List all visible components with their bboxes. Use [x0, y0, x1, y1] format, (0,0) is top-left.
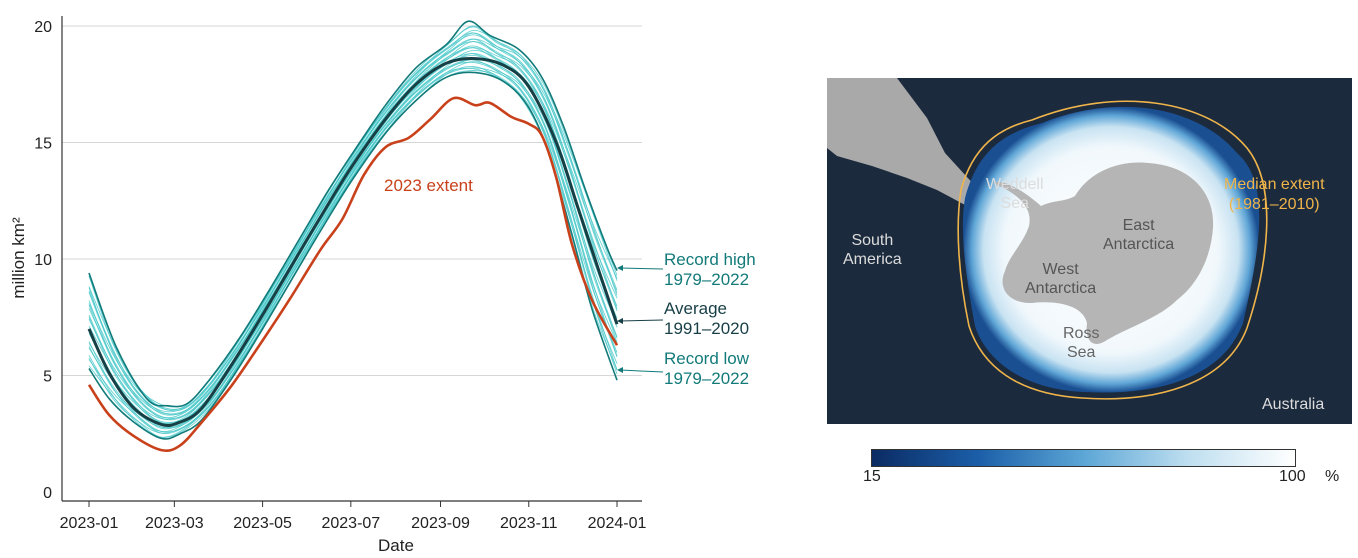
map-label-median-extent: Median extent (1981–2010): [1224, 176, 1325, 213]
label-2023-extent: 2023 extent: [384, 176, 473, 195]
median-extent-line: [957, 100, 1268, 400]
y-tick-label-0: 0: [43, 485, 52, 502]
x-tick-label-5: 2023-11: [500, 515, 558, 532]
series-record-high-line: [88, 20, 618, 408]
series-lines: [87, 20, 619, 452]
ensemble-year-line: [88, 32, 618, 416]
y-tick-label-4: 20: [34, 19, 52, 36]
x-tick-label-3: 2023-07: [321, 515, 380, 532]
svg-text:Record low: Record low: [664, 349, 750, 368]
map-label-east-antarctica: East Antarctica: [1103, 217, 1175, 253]
label-average: Average 1991–2020: [617, 299, 749, 338]
map-label-australia: Australia: [1262, 396, 1325, 413]
svg-text:Average: Average: [664, 299, 727, 318]
series-2023-extent-line: [87, 96, 619, 452]
gridlines: [62, 25, 642, 376]
south-america-landmass: [827, 78, 992, 208]
colorbar: [871, 449, 1296, 467]
ensemble-year-line: [88, 41, 618, 421]
ensemble-year-line: [88, 67, 618, 433]
antarctica-landmass: [993, 162, 1214, 344]
map-label-south-america: South America: [843, 232, 902, 268]
colorbar-min-label: 15: [863, 468, 881, 485]
x-axis-title: Date: [378, 536, 414, 555]
ensemble-year-line: [88, 29, 618, 412]
colorbar-max-label: 100: [1279, 468, 1306, 485]
colorbar-unit-label: %: [1325, 468, 1340, 485]
ensemble-year-line: [88, 59, 618, 433]
x-ticks: 2023-01 2023-03 2023-05 2023-07 2023-09 2023-…: [60, 501, 647, 532]
x-tick-label-1: 2023-03: [145, 515, 204, 532]
ensemble-year-line: [88, 67, 618, 434]
ensemble-year-line: [88, 52, 618, 430]
axes: [61, 16, 642, 502]
label-record-low: Record low 1979–2022: [617, 349, 750, 388]
ensemble-year-line: [88, 32, 618, 413]
ensemble-year-line: [88, 34, 618, 410]
antarctica-sea-ice-map: [827, 78, 1352, 424]
svg-text:Record high: Record high: [664, 250, 756, 269]
y-tick-label-1: 5: [43, 369, 52, 386]
sea-ice-extent-chart: 2023-01 2023-03 2023-05 2023-07 2023-09 2023-…: [9, 16, 756, 555]
svg-text:1991–2020: 1991–2020: [664, 319, 749, 338]
ensemble-year-line: [88, 58, 618, 429]
map-label-west-antarctica: West Antarctica: [1025, 261, 1097, 297]
y-ticks: 0 5 10 15 20: [34, 19, 52, 502]
map-label-ross-sea: Ross Sea: [1063, 325, 1100, 361]
x-tick-label-0: 2023-01: [60, 515, 119, 532]
y-tick-label-3: 15: [34, 136, 52, 153]
series-average-line: [87, 57, 619, 427]
y-tick-label-2: 10: [34, 252, 52, 269]
svg-text:1979–2022: 1979–2022: [664, 270, 749, 289]
ensemble-year-line: [88, 65, 618, 438]
x-tick-label-2: 2023-05: [233, 515, 292, 532]
x-tick-label-6: 2024-01: [588, 515, 647, 532]
x-tick-label-4: 2023-09: [411, 515, 470, 532]
label-record-high: Record high 1979–2022: [617, 250, 756, 289]
map-label-weddell: Weddell Sea: [986, 176, 1044, 212]
svg-text:1979–2022: 1979–2022: [664, 369, 749, 388]
y-axis-title: million km²: [9, 217, 28, 299]
